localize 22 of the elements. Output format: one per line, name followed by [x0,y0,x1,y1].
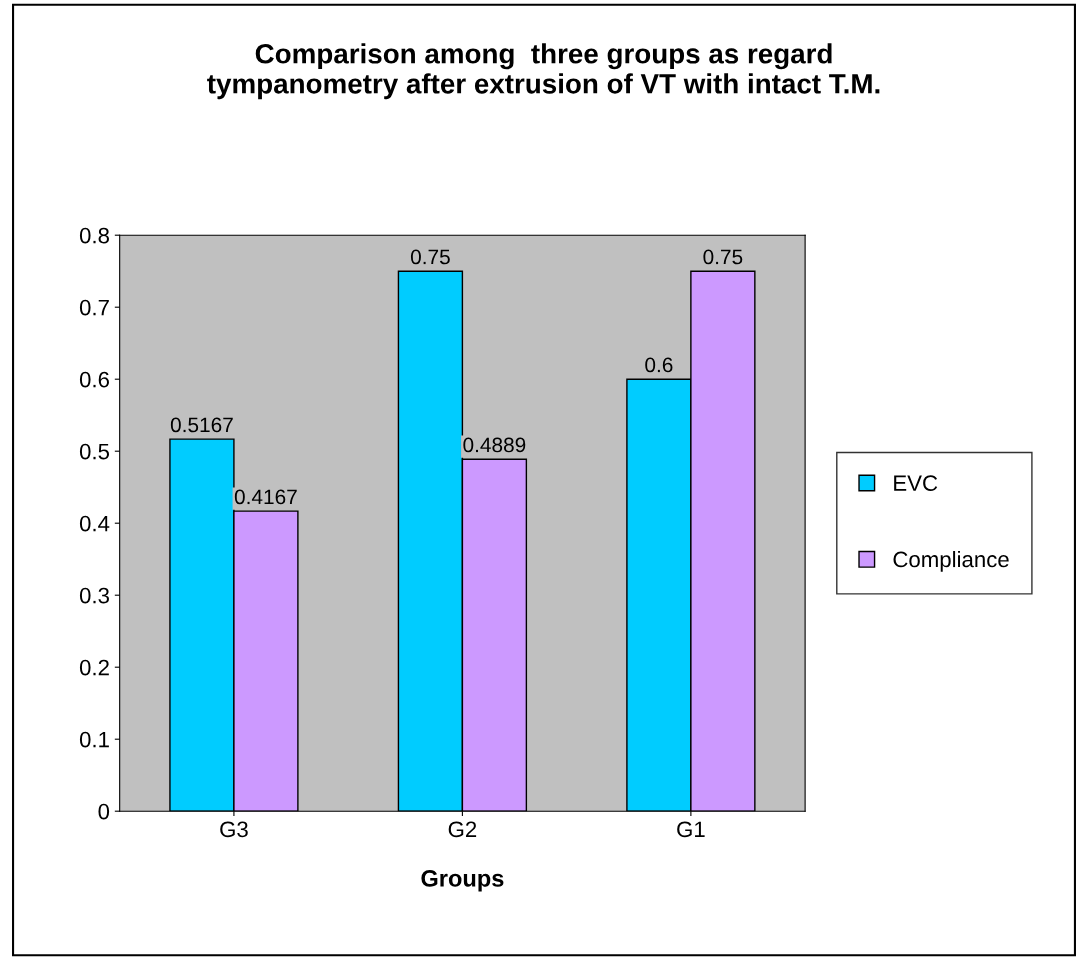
x-axis-title: Groups [421,870,504,892]
y-tick-label: 0.5 [79,443,110,460]
y-tick-label: 0.3 [79,587,109,604]
data-label: 0.4889 [463,437,526,453]
y-tick-label: 0.1 [79,731,109,748]
data-label: 0.75 [703,249,743,265]
legend-label: Compliance [893,550,1009,572]
y-tick-label: 0 [98,803,110,820]
y-tick-label: 0.6 [79,371,109,388]
legend-label: EVC [894,475,938,492]
data-label: 0.5167 [170,417,233,433]
x-tick-label: G3 [220,821,248,838]
y-tick-label: 0.2 [79,659,109,676]
chart-title: Comparison among three groups as regard tympanometry after extrusion of VT with intact T.M. [207,43,880,100]
x-tick-label: G1 [677,821,705,838]
data-label: 0.6 [645,357,673,373]
data-label: 0.4167 [234,489,297,505]
data-label: 0.75 [410,249,450,265]
y-tick-label: 0.8 [79,227,109,244]
y-tick-label: 0.4 [79,515,110,532]
x-tick-label: G2 [448,821,477,838]
y-tick-label: 0.7 [79,299,109,316]
